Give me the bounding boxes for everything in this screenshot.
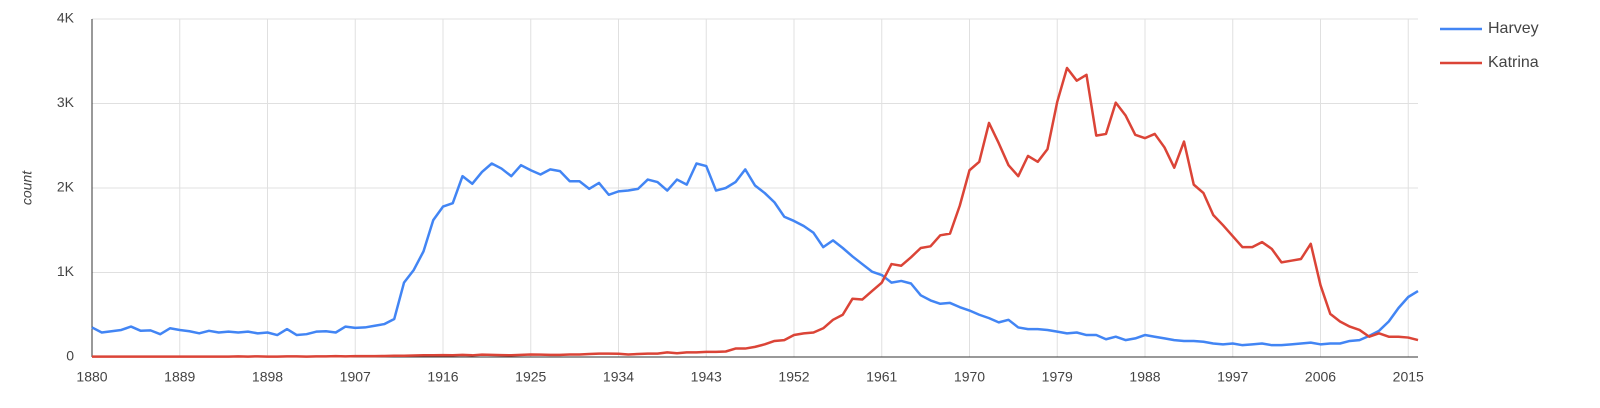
x-tick-label: 1961 — [866, 369, 897, 385]
x-tick-label: 1943 — [691, 369, 722, 385]
x-tick-label: 1889 — [164, 369, 195, 385]
y-tick-label: 2K — [57, 179, 75, 195]
x-tick-label: 1988 — [1129, 369, 1160, 385]
series-line — [92, 66, 1419, 358]
legend-label: Katrina — [1488, 54, 1539, 71]
y-tick-label: 4K — [57, 10, 75, 26]
y-axis-label: count — [19, 170, 35, 205]
x-tick-label: 1898 — [252, 369, 283, 385]
x-tick-label: 1979 — [1042, 369, 1073, 385]
x-tick-label: 1970 — [954, 369, 985, 385]
x-tick-label: 1880 — [76, 369, 107, 385]
series-line — [91, 162, 1419, 347]
y-tick-label: 1K — [57, 263, 75, 279]
x-tick-label: 2015 — [1393, 369, 1424, 385]
x-tick-label: 1907 — [340, 369, 371, 385]
x-tick-label: 2006 — [1305, 369, 1336, 385]
legend-label: Harvey — [1488, 20, 1539, 37]
x-tick-label: 1934 — [603, 369, 634, 385]
y-tick-label: 0 — [66, 348, 74, 364]
x-tick-label: 1952 — [778, 369, 809, 385]
x-tick-label: 1997 — [1217, 369, 1248, 385]
x-tick-label: 1916 — [427, 369, 458, 385]
y-tick-label: 3K — [57, 94, 75, 110]
x-tick-label: 1925 — [515, 369, 546, 385]
